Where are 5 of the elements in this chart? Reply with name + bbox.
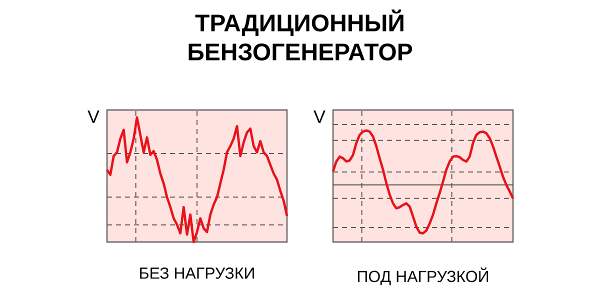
x-axis-title: БЕЗ НАГРУЗКИ — [140, 268, 254, 279]
chart-title: ТРАДИЦИОННЫЙ БЕНЗОГЕНЕРАТОР — [188, 10, 412, 60]
x-axis-title: ПОД НАГРУЗКОЙ — [358, 268, 488, 286]
y-axis-title: V — [88, 110, 100, 123]
y-axis-title: V — [314, 110, 326, 123]
